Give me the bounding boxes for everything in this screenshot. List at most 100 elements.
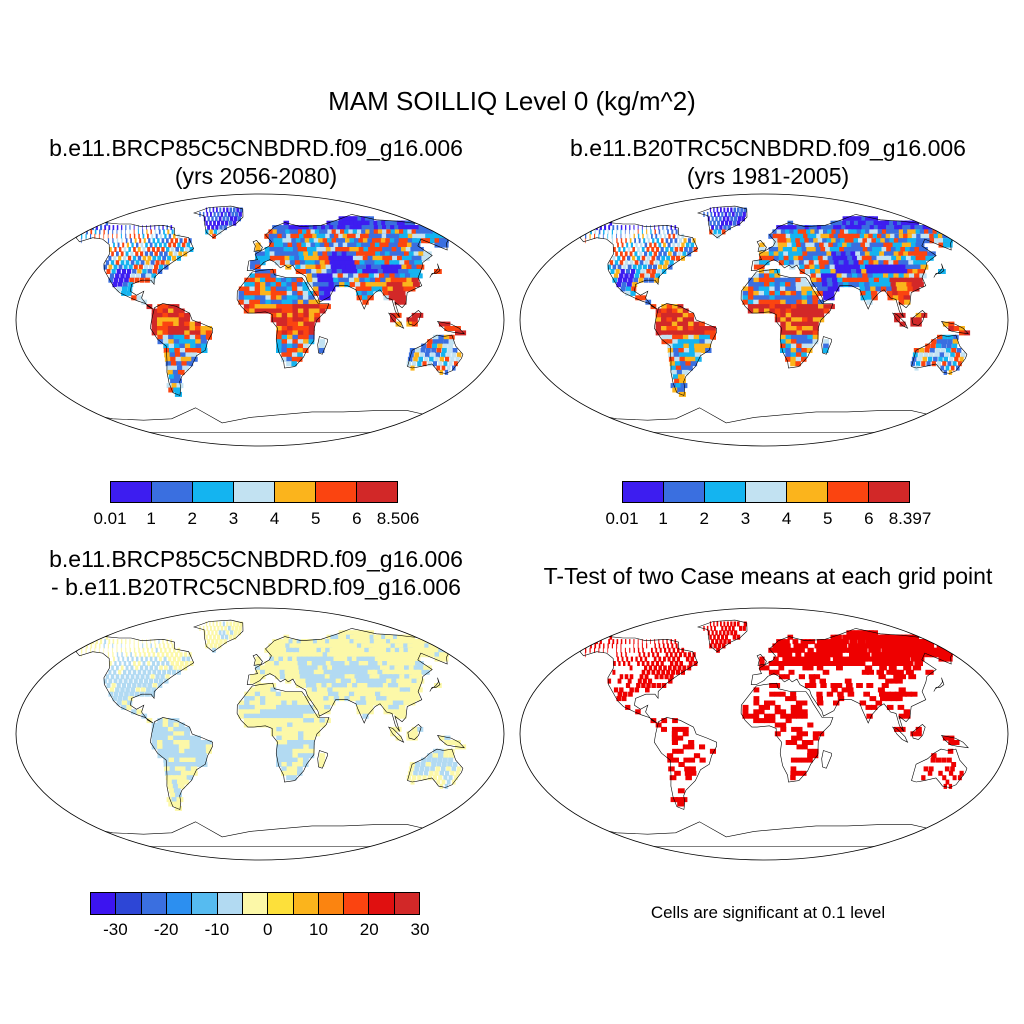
grid-cell: [858, 661, 866, 666]
grid-cell: [629, 238, 632, 244]
grid-cell: [720, 621, 722, 627]
grid-cell: [167, 669, 172, 675]
grid-cell: [857, 225, 866, 231]
grid-cell: [170, 792, 178, 798]
grid-cell: [723, 207, 726, 213]
grid-cell: [854, 264, 862, 270]
grid-cell: [116, 229, 118, 235]
grid-cell: [120, 233, 122, 239]
grid-cell: [659, 647, 662, 653]
grid-cell: [759, 661, 765, 666]
colorbar-difference: [90, 892, 420, 915]
colorbar-tick-label: -20: [153, 920, 179, 939]
grid-cell: [602, 233, 604, 239]
grid-cell: [276, 757, 282, 763]
grid-cell: [646, 683, 651, 688]
grid-cell: [151, 273, 156, 279]
grid-cell: [291, 770, 298, 776]
grid-cell: [865, 656, 873, 662]
grid-cell: [438, 639, 451, 645]
grid-cell: [177, 779, 184, 785]
grid-cell: [211, 639, 215, 645]
grid-cell: [202, 211, 205, 217]
grid-cell: [303, 748, 310, 754]
grid-cell: [282, 238, 289, 244]
grid-cell: [709, 207, 712, 213]
grid-cell: [915, 264, 924, 270]
grid-cell: [406, 691, 414, 697]
grid-cell: [364, 277, 372, 283]
grid-cell: [294, 255, 301, 261]
grid-cell: [249, 691, 256, 697]
grid-cell: [802, 251, 809, 257]
grid-cell: [906, 242, 916, 248]
grid-cell: [345, 264, 353, 270]
grid-cell: [260, 669, 266, 675]
grid-cell: [424, 766, 430, 772]
grid-cell: [948, 735, 955, 741]
grid-cell: [837, 647, 846, 653]
grid-cell: [155, 647, 158, 653]
grid-cell: [764, 718, 770, 724]
grid-cell: [276, 722, 283, 728]
grid-cell: [154, 251, 158, 257]
grid-cell: [286, 282, 293, 288]
grid-cell: [408, 766, 414, 772]
grid-cell: [291, 286, 298, 292]
grid-cell: [298, 317, 304, 323]
grid-cell: [878, 674, 886, 680]
grid-cell: [270, 286, 277, 292]
grid-cell: [795, 238, 802, 244]
grid-cell: [721, 229, 726, 235]
grid-cell: [898, 299, 906, 305]
grid-cell: [790, 696, 797, 702]
grid-cell: [890, 678, 898, 684]
grid-cell: [940, 365, 945, 371]
grid-cell: [688, 317, 695, 323]
grid-cell: [812, 312, 819, 318]
grid-cell: [331, 238, 339, 244]
colorbar-swatch: [111, 482, 152, 502]
grid-cell: [399, 674, 407, 680]
grid-cell: [331, 643, 339, 649]
grid-cell: [898, 687, 906, 693]
grid-cell: [706, 625, 709, 631]
grid-cell: [125, 647, 127, 653]
grid-cell: [764, 273, 770, 279]
grid-cell: [260, 722, 266, 728]
grid-cell: [207, 639, 210, 645]
grid-cell: [212, 647, 216, 653]
grid-cell: [677, 647, 680, 653]
grid-cell: [310, 656, 317, 662]
grid-cell: [343, 669, 351, 675]
grid-cell: [155, 674, 160, 680]
grid-cell: [345, 238, 353, 244]
grid-cell: [286, 299, 293, 305]
grid-cell: [365, 696, 373, 702]
grid-cell: [636, 269, 641, 274]
grid-cell: [195, 757, 202, 763]
grid-cell: [205, 621, 208, 627]
grid-cell: [125, 639, 127, 645]
grid-cell: [758, 718, 765, 724]
grid-cell: [304, 674, 312, 680]
grid-cell: [432, 343, 438, 349]
grid-cell: [356, 704, 363, 710]
grid-cell: [853, 238, 861, 244]
grid-cell: [371, 678, 379, 684]
grid-cell: [135, 665, 139, 671]
grid-cell: [612, 225, 615, 231]
grid-cell: [281, 308, 288, 314]
grid-cell: [288, 225, 295, 231]
grid-cell: [807, 757, 813, 763]
grid-cell: [284, 251, 290, 257]
colorbar-tick-label: 5: [310, 509, 321, 528]
grid-cell: [721, 634, 724, 640]
grid-cell: [249, 687, 256, 693]
grid-cell: [311, 247, 319, 252]
grid-cell: [125, 233, 127, 239]
grid-cell: [200, 753, 207, 759]
grid-cell: [292, 247, 299, 252]
grid-cell: [276, 304, 283, 310]
grid-cell: [816, 233, 823, 239]
